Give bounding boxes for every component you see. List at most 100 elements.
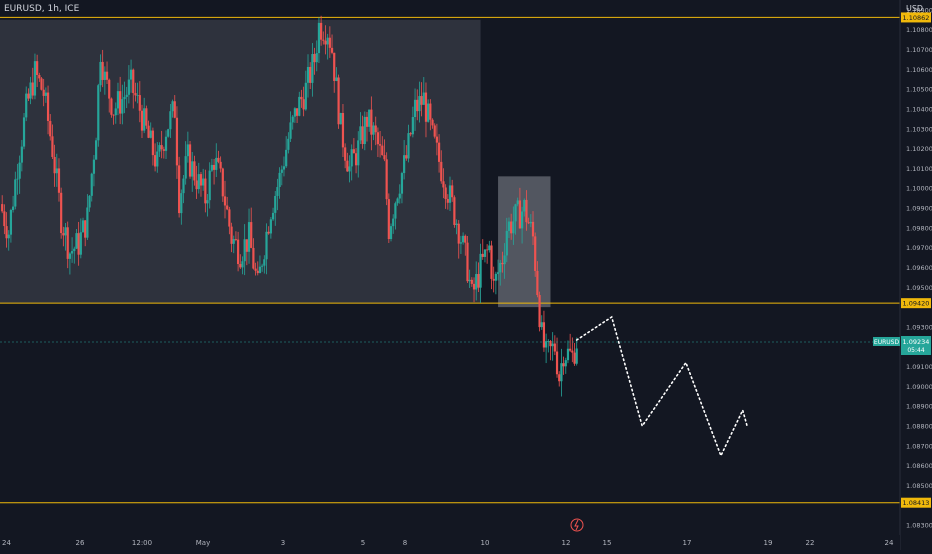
projection-path[interactable] [575, 315, 748, 458]
ticker-tag [873, 337, 900, 346]
candle-body [167, 129, 170, 137]
candle-body [97, 85, 100, 141]
x-tick-label: 24 [2, 539, 11, 547]
candle-body [129, 69, 133, 80]
candle-body [553, 343, 556, 352]
candle-body [363, 116, 366, 145]
candle-body [479, 253, 482, 288]
candle-body [486, 249, 489, 251]
candle-body [86, 207, 89, 238]
candle-body [468, 279, 471, 282]
candle-body [551, 343, 554, 347]
candle-body [110, 98, 113, 115]
y-tick-label: 1.10200 [906, 145, 932, 153]
candle-body [184, 156, 187, 179]
candle-body [527, 222, 530, 224]
candle-body [252, 247, 255, 269]
candle-body [263, 259, 266, 266]
candle-body [566, 348, 570, 361]
price-axis[interactable] [900, 0, 932, 550]
candle-body [60, 192, 63, 234]
candle-body [512, 221, 515, 234]
candle-body [228, 209, 231, 227]
candle-body [311, 54, 314, 83]
y-tick-label: 1.09100 [906, 363, 932, 371]
candle-body [328, 37, 331, 48]
candle-body [372, 125, 375, 135]
candle-body [42, 89, 45, 96]
candle-body [210, 164, 213, 171]
candle-body [448, 185, 452, 203]
candle-body [68, 253, 72, 259]
candle-body [95, 140, 98, 160]
candle-body [44, 92, 47, 96]
candle-body [313, 54, 316, 63]
time-axis[interactable] [0, 535, 900, 550]
y-tick-label: 1.10300 [906, 125, 932, 133]
candle-body [403, 155, 406, 174]
candle-body [92, 159, 96, 174]
candle-body [188, 144, 192, 177]
candle-body [160, 145, 163, 150]
candle-body [14, 179, 17, 207]
candle-body [282, 166, 286, 170]
candle-body [453, 197, 456, 225]
candle-body [564, 360, 567, 367]
x-tick-label: 8 [403, 539, 407, 547]
candle-body [147, 125, 150, 138]
candle-body [437, 142, 441, 162]
candle-body [293, 108, 297, 117]
lightning-icon[interactable] [570, 518, 584, 532]
candle-body [483, 249, 487, 257]
candle-body [516, 200, 519, 205]
candle-body [164, 136, 168, 151]
last-price-tag: EURUSD 1.09234 05:44 [873, 336, 931, 355]
candle-body [472, 283, 476, 290]
x-tick-label: 3 [281, 539, 285, 547]
candle-body [352, 149, 355, 154]
candle-body [90, 173, 93, 196]
candle-body [1, 204, 4, 212]
candle-body [466, 242, 469, 282]
candle-body [55, 168, 58, 174]
candle-body [481, 253, 484, 257]
candle-body [573, 352, 576, 364]
candle-body [88, 195, 91, 208]
x-tick-label: 10 [481, 539, 490, 547]
candle-body [477, 274, 480, 288]
level-tag [901, 12, 931, 23]
candle-body [31, 82, 34, 96]
y-tick-label: 1.08800 [906, 423, 932, 431]
y-tick-label: 1.09500 [906, 284, 932, 292]
candle-body [175, 117, 179, 166]
candle-body [79, 232, 82, 255]
candle-body [344, 147, 347, 161]
candle-body [140, 110, 144, 131]
candle-body [208, 170, 211, 201]
candle-body [25, 93, 28, 118]
candle-body [70, 251, 74, 254]
candle-body [81, 220, 85, 233]
currency-label[interactable]: USD [906, 4, 924, 13]
candle-body [547, 341, 550, 342]
candle-body [226, 205, 229, 210]
candle-body [267, 231, 270, 234]
candle-body [545, 341, 548, 348]
candle-body [219, 161, 222, 169]
symbol-title[interactable]: EURUSD, 1h, ICE [4, 4, 80, 14]
candle-body [335, 77, 338, 81]
candle-body [427, 103, 430, 122]
candle-body [112, 114, 115, 116]
candle-body [285, 149, 288, 167]
candle-body [534, 236, 537, 271]
candle-body [494, 273, 497, 281]
candle-body [247, 222, 251, 252]
candle-body [396, 198, 399, 204]
candle-body [162, 149, 165, 151]
candle-body [394, 203, 397, 219]
candle-body [27, 93, 30, 99]
candle-body [116, 91, 120, 109]
candle-body [149, 130, 152, 138]
